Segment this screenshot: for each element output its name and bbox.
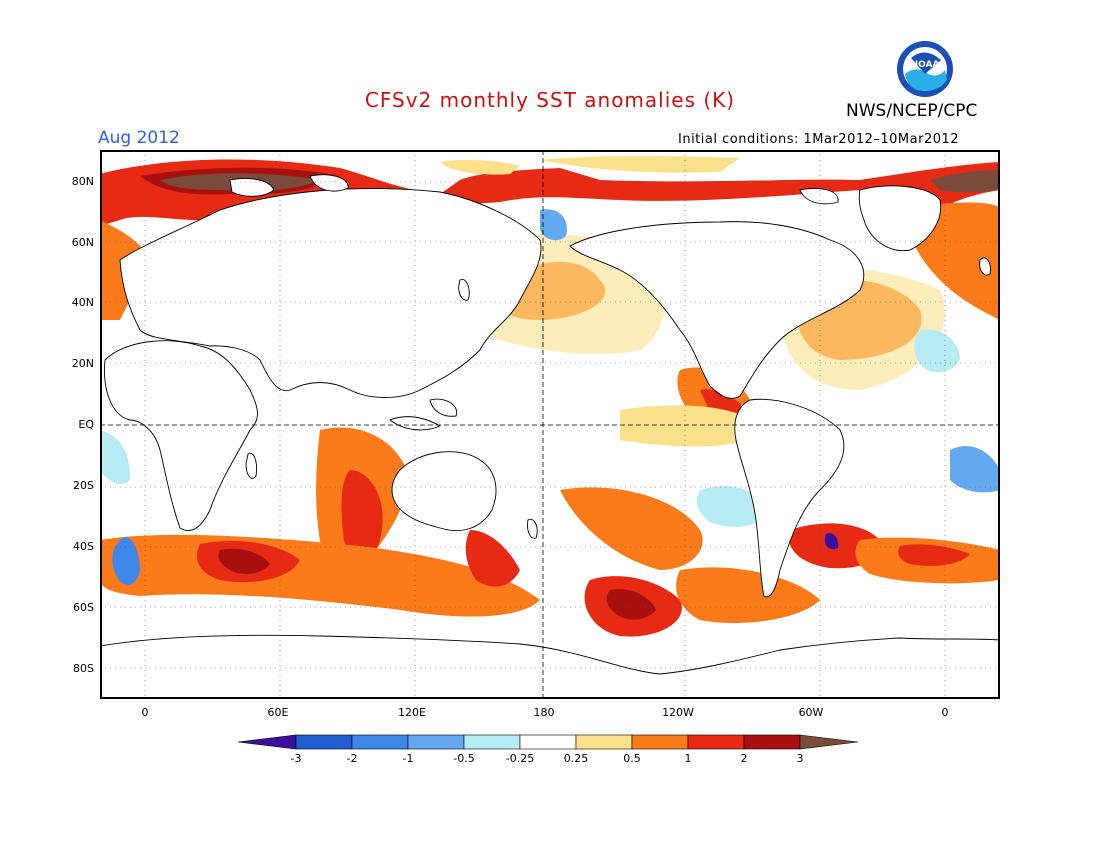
lat-label: 40N <box>71 296 94 309</box>
noaa-logo: NOAA <box>897 41 953 97</box>
australia-outline <box>391 451 497 531</box>
lat-label: 20S <box>73 479 94 492</box>
colorbar-segment <box>743 734 801 750</box>
colorbar-segment <box>519 734 577 750</box>
map-frame <box>100 150 1000 699</box>
logo-text: NOAA <box>911 60 940 70</box>
equator-dateline <box>100 150 1000 699</box>
valid-month-label: Aug 2012 <box>98 128 180 148</box>
colorbar-tick-label: -2 <box>346 752 358 765</box>
colorbar-segment <box>631 734 689 750</box>
colorbar-segment <box>407 734 465 750</box>
lon-label: 0 <box>941 706 949 719</box>
sst-anomaly-map <box>100 150 1000 699</box>
chart-title: CFSv2 monthly SST anomalies (K) <box>364 88 736 112</box>
colorbar-segment <box>295 734 353 750</box>
lon-label: 0 <box>141 706 149 719</box>
lat-label: 80N <box>71 175 94 188</box>
colorbar-segment <box>799 734 859 750</box>
colorbar-tick-label: 1 <box>684 752 692 765</box>
colorbar-segment <box>351 734 409 750</box>
colorbar-tick-label: 3 <box>796 752 804 765</box>
eurasia-outline <box>119 188 542 398</box>
lon-label: 60E <box>267 706 289 719</box>
colorbar-segment <box>238 734 297 750</box>
colorbar-tick-label: -0.25 <box>505 752 535 765</box>
graticule <box>100 150 1000 699</box>
lat-label: 40S <box>73 540 94 553</box>
colorbar-tick-label: -0.5 <box>453 752 475 765</box>
continents <box>100 174 1000 699</box>
colorbar-tick-label: 0.5 <box>623 752 641 765</box>
lon-label: 60W <box>798 706 824 719</box>
lat-label: 60N <box>71 236 94 249</box>
lon-label: 180 <box>533 706 555 719</box>
africa-outline <box>104 340 258 531</box>
colorbar-tick-label: -3 <box>290 752 302 765</box>
colorbar-segment <box>575 734 633 750</box>
colorbar-tick-label: 2 <box>740 752 748 765</box>
colorbar <box>238 734 859 750</box>
colorbar-tick-label: -1 <box>402 752 414 765</box>
south-america-outline <box>734 398 845 598</box>
colorbar-segment <box>463 734 521 750</box>
greenland-outline <box>858 185 942 252</box>
colorbar-tick-label: 0.25 <box>563 752 589 765</box>
lat-label: 80S <box>73 662 94 675</box>
lon-label: 120E <box>398 706 426 719</box>
antarctica-outline <box>100 634 1000 699</box>
lon-label: 120W <box>662 706 694 719</box>
lat-label: 20N <box>71 357 94 370</box>
colorbar-segment <box>687 734 745 750</box>
lat-label: 60S <box>73 601 94 614</box>
organization-label: NWS/NCEP/CPC <box>846 101 978 121</box>
north-america-outline <box>569 221 865 399</box>
initial-conditions-label: Initial conditions: 1Mar2012–10Mar2012 <box>678 132 960 147</box>
lat-label: EQ <box>78 418 94 431</box>
